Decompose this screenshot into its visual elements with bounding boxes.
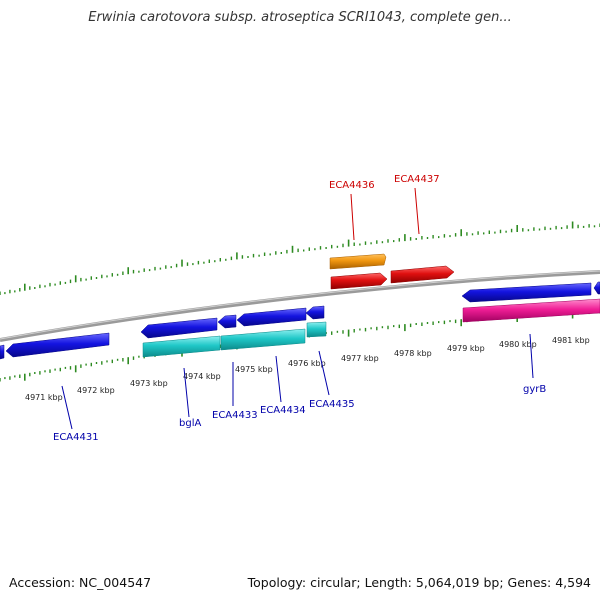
label-leaders [61,187,534,430]
scale-label: 4971 kbp [25,393,63,402]
gene-label[interactable]: bglA [179,418,201,429]
gene-ECA4435[interactable] [305,305,327,338]
gene-ECA4436-red[interactable] [330,272,388,290]
genome-backbone [0,270,600,342]
gene-ECA4434[interactable] [236,307,307,327]
genome-summary-text: Topology: circular; Length: 5,064,019 bp… [247,575,591,590]
scale-label: 4978 kbp [394,349,432,358]
gene-label[interactable]: ECA4436 [329,180,375,191]
scale-labels: 4971 kbp 4972 kbp 4973 kbp 4974 kbp 4975… [25,336,590,402]
scale-label: 4977 kbp [341,354,379,363]
gene-ECA4437[interactable] [390,265,455,284]
page-title: Erwinia carotovora subsp. atroseptica SC… [88,10,512,25]
accession-text: Accession: NC_004547 [9,575,152,590]
scale-label: 4979 kbp [447,344,485,353]
gene-label[interactable]: gyrB [523,384,546,395]
gene-label[interactable]: ECA4434 [260,405,306,416]
gene-label[interactable]: ECA4433 [212,410,258,421]
gene-label[interactable]: ECA4431 [53,432,99,443]
gene-bglA[interactable] [140,317,221,358]
gene-label[interactable]: ECA4437 [394,174,440,185]
scale-label: 4980 kbp [499,340,537,349]
scale-label: 4974 kbp [183,372,221,381]
genome-backbone-highlight [0,270,600,340]
scale-label: 4975 kbp [235,365,273,374]
gene-label[interactable]: ECA4435 [309,399,355,410]
gene-ECA4436[interactable] [329,253,387,270]
scale-label: 4976 kbp [288,359,326,368]
scale-label: 4973 kbp [130,379,168,388]
scale-label: 4981 kbp [552,336,590,345]
scale-label: 4972 kbp [77,386,115,395]
gene-ECA4431[interactable] [0,332,110,360]
scale-ticks [0,221,600,382]
gene-ECA4433[interactable] [217,314,306,351]
gene-gyrB[interactable] [461,281,600,323]
